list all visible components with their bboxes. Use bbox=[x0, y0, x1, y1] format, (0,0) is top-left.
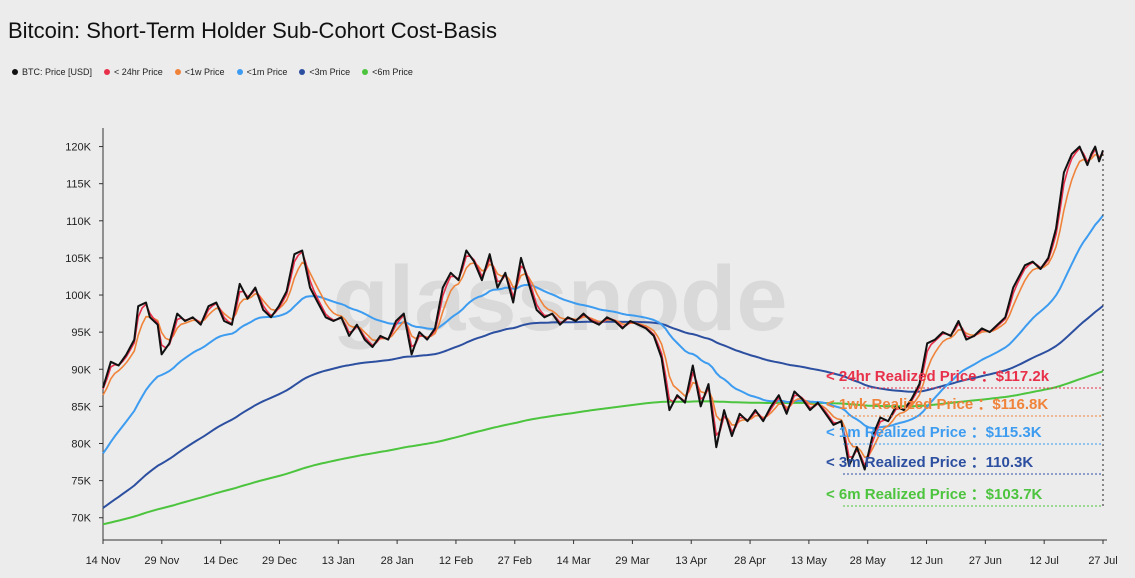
legend-dot-1m bbox=[236, 69, 243, 75]
x-tick-label: 28 May bbox=[850, 555, 887, 567]
x-tick-label: 13 Jan bbox=[322, 555, 355, 567]
y-tick-label: 75K bbox=[71, 476, 91, 488]
legend-item-6m[interactable]: <6m Price bbox=[362, 67, 413, 77]
y-tick-label: 80K bbox=[71, 438, 91, 450]
x-tick-label: 14 Nov bbox=[86, 555, 121, 567]
y-tick-label: 100K bbox=[65, 290, 91, 302]
chart-title: Bitcoin: Short-Term Holder Sub-Cohort Co… bbox=[8, 18, 498, 43]
legend-label-1m: <1m Price bbox=[246, 67, 288, 77]
x-tick-label: 12 Jun bbox=[910, 555, 943, 567]
x-tick-label: 13 Apr bbox=[675, 555, 707, 567]
legend-label-24hr: < 24hr Price bbox=[114, 67, 163, 77]
legend-item-1m[interactable]: <1m Price bbox=[236, 67, 288, 77]
annotation-label: < 1wk Realized Price ：$116.8K bbox=[826, 396, 1048, 413]
annotation-label: < 3m Realized Price ：110.3K bbox=[826, 454, 1033, 471]
annotation-label: < 24hr Realized Price ：$117.2k bbox=[826, 368, 1050, 385]
legend-dot-1w bbox=[174, 69, 181, 75]
x-tick-label: 13 May bbox=[791, 555, 828, 567]
x-tick-label: 27 Jul bbox=[1088, 555, 1117, 567]
y-tick-label: 70K bbox=[71, 513, 91, 525]
x-tick-label: 27 Feb bbox=[498, 555, 532, 567]
annotation-label: < 6m Realized Price ：$103.7K bbox=[826, 486, 1043, 503]
legend-item-1w[interactable]: <1w Price bbox=[174, 67, 225, 77]
legend-dot-3m bbox=[299, 69, 306, 75]
x-tick-label: 14 Mar bbox=[556, 555, 591, 567]
legend-label-6m: <6m Price bbox=[372, 67, 413, 77]
x-tick-label: 28 Jan bbox=[381, 555, 414, 567]
x-tick-label: 28 Apr bbox=[734, 555, 766, 567]
legend-label-btc: BTC: Price [USD] bbox=[22, 67, 93, 77]
x-tick-label: 12 Jul bbox=[1029, 555, 1058, 567]
y-tick-label: 110K bbox=[66, 216, 92, 228]
legend-item-btc[interactable]: BTC: Price [USD] bbox=[12, 67, 92, 77]
legend-label-1w: <1w Price bbox=[184, 67, 225, 77]
legend-item-24hr[interactable]: < 24hr Price bbox=[104, 67, 163, 77]
y-tick-label: 90K bbox=[71, 364, 91, 376]
y-tick-label: 85K bbox=[71, 401, 91, 413]
legend-label-3m: <3m Price bbox=[309, 67, 351, 77]
x-tick-label: 27 Jun bbox=[969, 555, 1002, 567]
series-6m-line bbox=[102, 370, 1104, 526]
x-tick-label: 14 Dec bbox=[203, 555, 238, 567]
legend-dot-24hr bbox=[104, 69, 111, 75]
x-tick-label: 12 Feb bbox=[439, 555, 473, 567]
legend-dot-6m bbox=[362, 69, 369, 75]
y-tick-label: 105K bbox=[65, 253, 91, 265]
legend-dot-btc bbox=[12, 69, 18, 75]
y-tick-label: 95K bbox=[71, 327, 91, 339]
series-btc-line bbox=[102, 145, 1104, 471]
y-tick-label: 115K bbox=[66, 179, 92, 191]
legend-item-3m[interactable]: <3m Price bbox=[299, 67, 350, 77]
x-tick-label: 29 Dec bbox=[262, 555, 297, 567]
annotation-label: < 1m Realized Price ：$115.3K bbox=[826, 424, 1042, 441]
y-tick-label: 120K bbox=[65, 142, 91, 154]
x-tick-label: 29 Nov bbox=[144, 555, 179, 567]
x-tick-label: 29 Mar bbox=[615, 555, 650, 567]
legend: BTC: Price [USD] < 24hr Price <1w Price … bbox=[12, 67, 413, 77]
